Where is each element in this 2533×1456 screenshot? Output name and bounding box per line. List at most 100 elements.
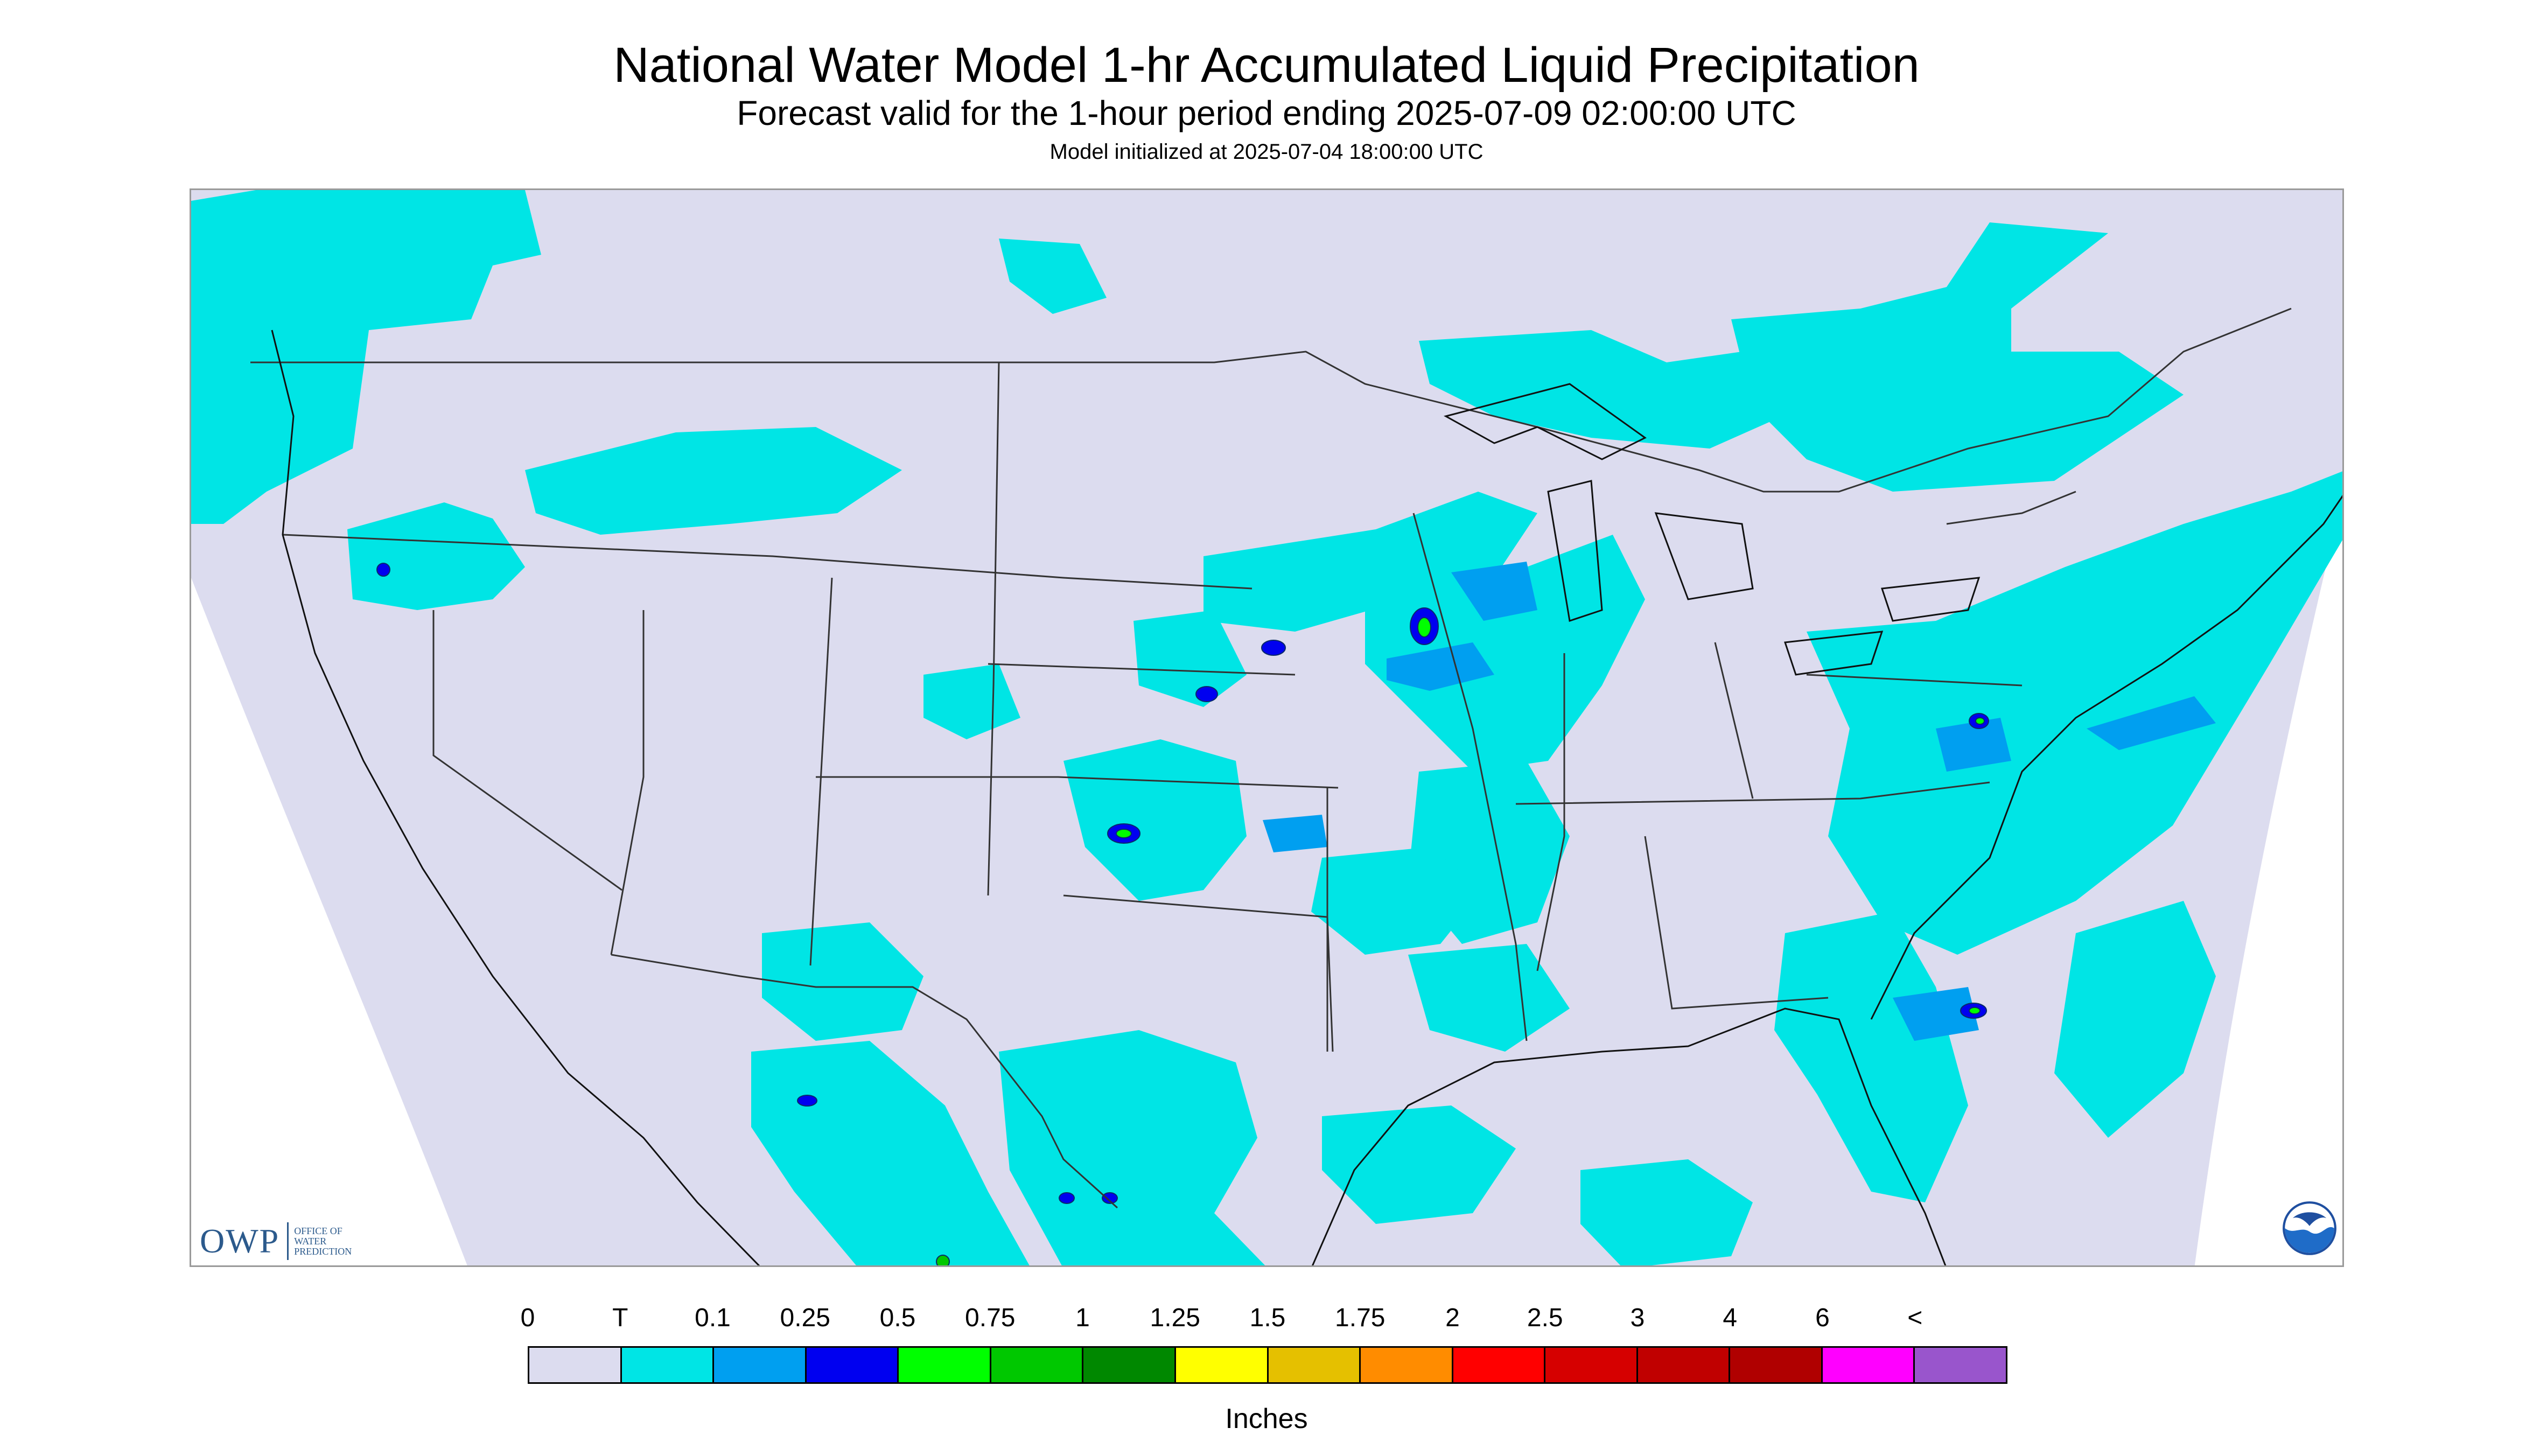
precip-core: [1975, 717, 1985, 725]
precip-core: [1969, 1007, 1981, 1014]
precip-core: [1116, 829, 1132, 838]
state-line: [809, 577, 833, 966]
coastlines: [271, 330, 2342, 1265]
model-initialized-text: Model initialized at 2025-07-04 18:00:00…: [1049, 140, 1484, 164]
precip-area: [1893, 987, 1979, 1041]
atlantic-coast: [1870, 495, 2342, 1020]
legend-tick-label: 6: [1815, 1304, 1830, 1332]
state-line: [610, 610, 645, 955]
legend-tick-label: 0.25: [780, 1304, 830, 1332]
legend-swatch: [1638, 1348, 1731, 1382]
legend-swatch: [714, 1348, 807, 1382]
legend-swatch: [1915, 1348, 2006, 1382]
precip-area: [1451, 562, 1537, 621]
legend-tick-label: 3: [1630, 1304, 1645, 1332]
precip-core: [797, 1095, 817, 1107]
legend-tick-label: 1.25: [1150, 1304, 1200, 1332]
legend-swatch: [1545, 1348, 1638, 1382]
precip-area: [525, 427, 902, 535]
precip-area: [1322, 1105, 1516, 1224]
legend-tick-label: T: [612, 1304, 628, 1332]
state-line: [1412, 513, 1528, 1041]
legend-swatch: [899, 1348, 991, 1382]
legend-tick-label: 1.75: [1335, 1304, 1386, 1332]
legend-tick-label: 0.5: [879, 1304, 916, 1332]
precip-area: [999, 1030, 1265, 1265]
great-lakes: [1443, 383, 1647, 460]
precip-area: [1871, 793, 2000, 890]
precip-color-legend: [528, 1346, 2007, 1384]
state-line: [1806, 674, 2023, 687]
owp-logo-text: OFFICE OF WATER PREDICTION: [294, 1225, 352, 1257]
precip-core: [1102, 1192, 1118, 1204]
political-boundaries: [250, 307, 2292, 1209]
precip-area: [1311, 847, 1484, 955]
noaa-emblem-icon: [2283, 1201, 2336, 1255]
state-line: [816, 776, 1339, 789]
state-line: [1946, 491, 2076, 525]
state-line: [988, 663, 1296, 676]
legend-swatch: [806, 1348, 899, 1382]
great-lakes: [1783, 631, 1884, 676]
precip-area: [2054, 901, 2216, 1138]
map-title: National Water Model 1-hr Accumulated Li…: [613, 38, 1920, 93]
precip-area: [1263, 815, 1327, 852]
state-line: [282, 534, 1252, 590]
legend-swatch: [1730, 1348, 1823, 1382]
legend-units: Inches: [1225, 1403, 1308, 1434]
legend-swatch: [1453, 1348, 1546, 1382]
legend-tick-label: 1: [1075, 1304, 1090, 1332]
legend-tick-label: 1.5: [1249, 1304, 1286, 1332]
legend-tick-label: 2: [1445, 1304, 1460, 1332]
great-lakes: [1880, 577, 1981, 622]
precip-area: [1936, 718, 2011, 772]
precip-area: [1419, 330, 1807, 449]
precip-cores: [376, 563, 1989, 1265]
precip-area: [1387, 642, 1494, 691]
legend-swatch: [1361, 1348, 1453, 1382]
owp-logo-mark: OWP: [200, 1222, 289, 1260]
precip-area: [2087, 696, 2216, 750]
state-line: [987, 362, 1000, 896]
state-line: [1644, 836, 1829, 1010]
precip-light-areas: [1263, 562, 2216, 1041]
precipitation-map: OWP OFFICE OF WATER PREDICTION: [190, 188, 2344, 1267]
precip-area: [923, 664, 1020, 739]
legend-tick-label: 0: [520, 1304, 535, 1332]
map-canvas: [191, 190, 2342, 1265]
legend-tick-label: 0.75: [965, 1304, 1016, 1332]
precip-area: [1408, 944, 1570, 1052]
forecast-valid-subtitle: Forecast valid for the 1-hour period end…: [737, 94, 1796, 132]
precip-area: [1133, 610, 1247, 707]
precip-area: [762, 922, 923, 1041]
state-line: [1536, 653, 1565, 971]
legend-swatch: [991, 1348, 1084, 1382]
legend-tick-label: 4: [1723, 1304, 1738, 1332]
legend-swatch: [1268, 1348, 1361, 1382]
gulf-coast: [1311, 1007, 1947, 1265]
precip-core: [1059, 1192, 1075, 1204]
precip-area: [1580, 1159, 1753, 1265]
owp-logo: OWP OFFICE OF WATER PREDICTION: [200, 1220, 375, 1263]
precip-area: [1203, 492, 1537, 632]
us-mexico-border: [611, 954, 1118, 1209]
precip-area: [999, 239, 1107, 314]
great-lakes: [1547, 480, 1603, 622]
canada-us-border: [250, 307, 2292, 493]
precip-core: [1261, 640, 1286, 656]
legend-swatch: [1083, 1348, 1176, 1382]
legend-swatch: [621, 1348, 715, 1382]
legend-tick-label: 0.1: [695, 1304, 731, 1332]
pacific-coast: [271, 330, 760, 1265]
great-lakes: [1654, 512, 1754, 600]
legend-tick-label: <: [1907, 1304, 1923, 1332]
precip-core: [936, 1255, 950, 1265]
precip-core: [1195, 686, 1218, 702]
legend-swatch: [529, 1348, 622, 1382]
legend-tick-label: 2.5: [1527, 1304, 1563, 1332]
legend-swatch: [1822, 1348, 1915, 1382]
precip-core: [1417, 617, 1431, 638]
state-line: [1714, 642, 1754, 799]
precip-area: [191, 190, 541, 524]
